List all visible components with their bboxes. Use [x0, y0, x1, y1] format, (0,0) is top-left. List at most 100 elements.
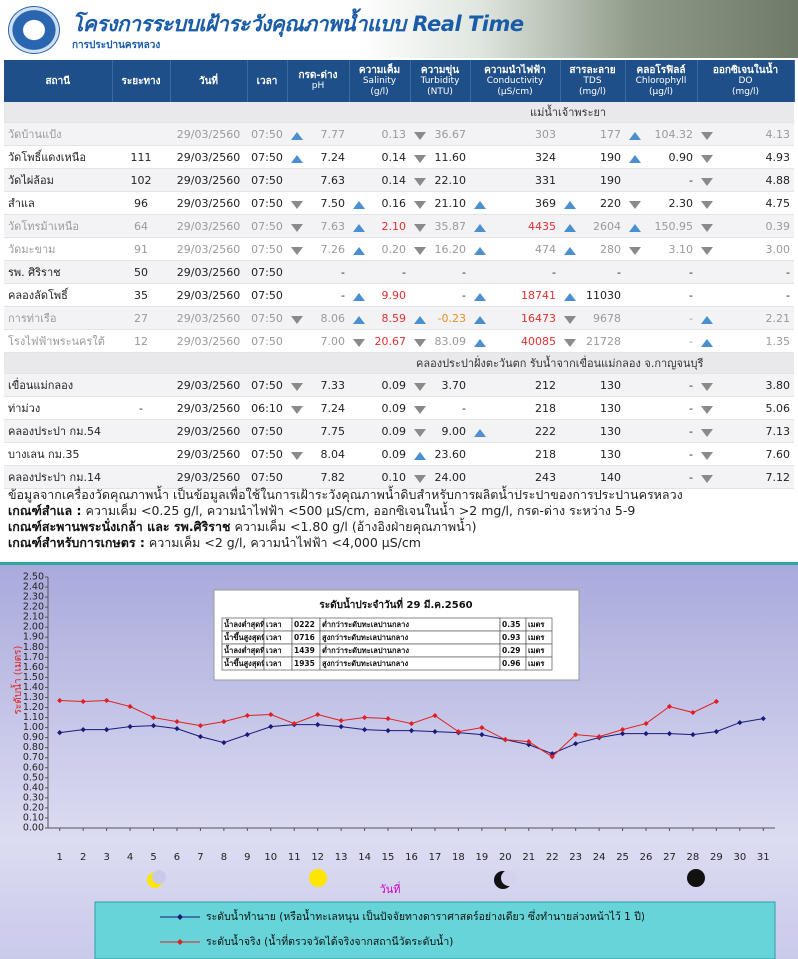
measurement-value: 0.13 [382, 128, 407, 141]
measurement-value: - [689, 471, 693, 484]
tide-table-text: เวลา [266, 646, 282, 655]
tide-table-text: น้ำขึ้นสูงสุดที่ [224, 657, 266, 669]
station-row: คลองประปา กม.5429/03/256007:507.750.099.… [4, 420, 794, 443]
date: 29/03/2560 [170, 420, 247, 443]
distance-text: 64 [134, 220, 148, 233]
measurement-cell: 7.63 [287, 169, 349, 192]
trend-down-icon [414, 406, 426, 414]
measurement-cell: 7.13 [697, 420, 794, 443]
tide-table-text: เมตร [528, 646, 545, 655]
measurement-value: 303 [535, 128, 556, 141]
time: 07:50 [247, 443, 287, 466]
measurement-cell: 220 [560, 192, 625, 215]
measurement-value: 7.77 [321, 128, 346, 141]
x-tick-label: 8 [221, 852, 227, 863]
measurement-cell: 190 [560, 146, 625, 169]
y-tick-label: 0.40 [23, 782, 44, 793]
trend-down-icon [414, 224, 426, 232]
measurement-cell: - [625, 169, 697, 192]
measurement-cell: 331 [470, 169, 560, 192]
measurement-value: 16473 [521, 312, 556, 325]
measurement-value: 7.33 [321, 379, 346, 392]
station-row: การท่าเรือ2729/03/256007:508.068.59-0.23… [4, 307, 794, 330]
trend-down-icon [291, 452, 303, 460]
distance-text: 27 [134, 312, 148, 325]
measurement-cell: 7.50 [287, 192, 349, 215]
measurement-cell: 130 [560, 443, 625, 466]
tide-table-text: สูงกว่าระดับทะเลปานกลาง [322, 633, 408, 643]
measurement-cell: 0.10 [349, 466, 410, 489]
measurement-cell: 369 [470, 192, 560, 215]
measurement-cell: 104.32 [625, 123, 697, 146]
note-text: ข้อมูลจากเครื่องวัดคุณภาพน้ำ เป็นข้อมูลเ… [8, 487, 683, 502]
measurement-cell: 2604 [560, 215, 625, 238]
measurement-cell: 474 [470, 238, 560, 261]
station-name: ท่าม่วง [4, 397, 112, 420]
trend-down-icon [414, 429, 426, 437]
measurement-cell: 36.67 [410, 123, 470, 146]
y-tick-label: 0.30 [23, 792, 44, 803]
measurement-cell: 4.75 [697, 192, 794, 215]
tide-table-text: ต่ำกว่าระดับทะเลปานกลาง [322, 644, 409, 655]
measurement-cell: 16473 [470, 307, 560, 330]
trend-up-icon [474, 293, 486, 301]
measurement-value: 7.00 [321, 335, 346, 348]
distance: 91 [112, 238, 170, 261]
x-tick-label: 18 [452, 852, 465, 863]
measurement-cell: - [470, 261, 560, 284]
measurement-value: 0.16 [382, 197, 407, 210]
date: 29/03/2560 [170, 284, 247, 307]
note-text: ความเค็ม <1.80 g/l (อ้างอิงฝ่ายคุณภาพน้ำ… [234, 519, 476, 534]
measurement-value: 7.24 [321, 151, 346, 164]
measurement-value: - [689, 425, 693, 438]
station-row: รพ. ศิริราช5029/03/256007:50------- [4, 261, 794, 284]
trend-up-icon [564, 201, 576, 209]
trend-down-icon [291, 406, 303, 414]
measurement-cell: 4435 [470, 215, 560, 238]
x-tick-label: 22 [546, 852, 559, 863]
tide-table-text: น้ำขึ้นสูงสุดที่ [224, 631, 266, 643]
measurement-value: 0.20 [382, 243, 407, 256]
trend-down-icon [701, 475, 713, 483]
measurement-value: 0.10 [382, 471, 407, 484]
x-tick-label: 28 [687, 852, 700, 863]
section-label: แม่น้ำเจ้าพระยา [4, 102, 794, 123]
station-name: รพ. ศิริราช [4, 261, 112, 284]
trend-down-icon [414, 178, 426, 186]
measurement-cell: 280 [560, 238, 625, 261]
measurement-cell: 7.75 [287, 420, 349, 443]
measurement-value: - [689, 174, 693, 187]
note-label: เกณฑ์สำหรับการเกษตร : [8, 535, 145, 550]
measurement-value: 4.88 [766, 174, 791, 187]
column-header-line: วันที่ [171, 76, 247, 87]
column-header: สารละลายTDS(mg/l) [560, 60, 625, 102]
measurement-cell: 218 [470, 443, 560, 466]
measurement-cell: - [410, 261, 470, 284]
measurement-cell: 7.24 [287, 146, 349, 169]
distance-text: 102 [131, 174, 152, 187]
measurement-cell: 2.10 [349, 215, 410, 238]
measurement-value: 280 [600, 243, 621, 256]
y-tick-label: 1.50 [23, 672, 44, 683]
column-header-line: (NTU) [411, 87, 470, 98]
station-row: เขื่อนแม่กลอง29/03/256007:507.330.093.70… [4, 374, 794, 397]
x-tick-label: 5 [150, 852, 156, 863]
time: 07:50 [247, 169, 287, 192]
station-row: วัดบ้านแป้ง29/03/256007:507.770.1336.673… [4, 123, 794, 146]
column-header-line: ออกซิเจนในน้ำ [698, 65, 794, 76]
date: 29/03/2560 [170, 443, 247, 466]
measurement-value: - [462, 289, 466, 302]
measurement-value: 9.00 [442, 425, 467, 438]
measurement-value: 0.39 [766, 220, 791, 233]
trend-down-icon [414, 475, 426, 483]
column-header-line: (µg/l) [626, 87, 697, 98]
trend-up-icon [474, 429, 486, 437]
x-tick-label: 2 [80, 852, 86, 863]
trend-up-icon [353, 201, 365, 209]
section-row: แม่น้ำเจ้าพระยา [4, 102, 794, 123]
measurement-value: 218 [535, 402, 556, 415]
measurement-cell: - [625, 443, 697, 466]
